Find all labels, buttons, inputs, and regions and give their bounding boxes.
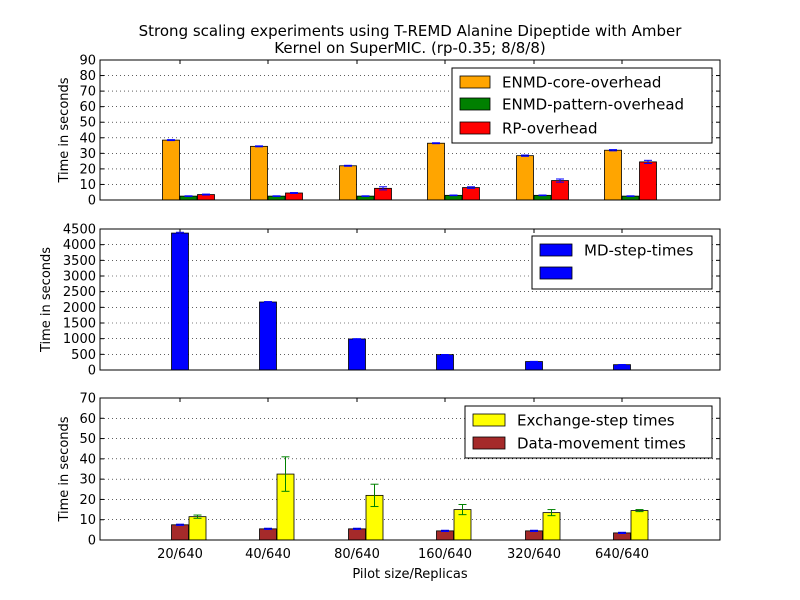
x-tick-label: 20/640 [157, 547, 203, 562]
y-tick-label: 70 [79, 85, 96, 100]
y-tick-label: 4000 [63, 238, 96, 253]
y-axis-label: Time in seconds [57, 416, 72, 522]
y-tick-label: 0 [88, 194, 96, 209]
bar-md-step-times-320-640 [525, 361, 543, 371]
legend-box [451, 67, 713, 144]
y-axis-label: Time in seconds [57, 77, 72, 183]
y-tick-label: 4500 [63, 223, 96, 238]
bar-md-step-times-20-640 [171, 232, 189, 371]
bar-enmd-core-overhead-40-640 [250, 145, 268, 201]
bar-enmd-core-overhead-160-640 [427, 142, 445, 201]
bar-data-movement-times-20-640 [171, 524, 189, 541]
legend: Exchange-step times Data-movement times [464, 405, 713, 459]
bar-enmd-core-overhead-20-640 [162, 139, 180, 201]
bar-exchange-step-times-20-640 [188, 516, 207, 541]
bar-exchange-step-times-320-640 [542, 512, 561, 541]
axes-frame [99, 59, 721, 201]
y-tick-label: 1000 [63, 332, 96, 347]
y-tick-label: 60 [79, 412, 96, 427]
bar-data-movement-times-40-640 [259, 528, 277, 541]
axes-frame [99, 397, 721, 541]
y-tick-label: 50 [79, 116, 96, 131]
bar-data-movement-times-320-640 [525, 530, 543, 541]
y-tick-label: 50 [79, 432, 96, 447]
y-tick-label: 2500 [63, 285, 96, 300]
legend: ENMD-core-overhead ENMD-pattern-overhead R… [451, 67, 713, 144]
legend-label: ENMD-pattern-overhead [502, 96, 684, 114]
chart-title-line-1: Strong scaling experiments using T-REMD … [139, 22, 683, 40]
y-tick-label: 3500 [63, 254, 96, 269]
bar-md-step-times-40-640 [259, 301, 277, 371]
bar-enmd-core-overhead-320-640 [516, 155, 534, 201]
x-tick-label: 80/640 [334, 547, 380, 562]
bar-md-step-times-640-640 [613, 364, 631, 371]
legend-swatch [472, 413, 506, 427]
legend-swatch [539, 266, 573, 280]
x-tick-label: 40/640 [245, 547, 291, 562]
legend-swatch [459, 75, 491, 89]
y-tick-label: 70 [79, 392, 96, 407]
y-tick-label: 30 [79, 473, 96, 488]
legend-label: Data-movement times [517, 435, 686, 453]
y-tick-label: 10 [79, 513, 96, 528]
y-tick-label: 40 [79, 452, 96, 467]
panel-exchange-data-times: 0 10 20 30 40 50 60 70 Time in seconds Exchange-s… [57, 392, 721, 549]
bar-rp-overhead-160-640 [462, 187, 480, 201]
legend-swatch [472, 436, 506, 450]
bar-exchange-step-times-640-640 [630, 510, 649, 541]
axes-frame [99, 228, 721, 371]
chart-title-line-2: Kernel on SuperMIC. (rp-0.35; 8/8/8) [274, 39, 545, 57]
legend-box [464, 405, 713, 459]
x-tick-labels: 20/640 40/640 80/640 160/640 320/640 640/640 [157, 547, 649, 562]
bar-md-step-times-80-640 [348, 338, 366, 371]
bar-enmd-core-overhead-640-640 [604, 149, 622, 201]
bar-md-step-times-160-640 [436, 354, 454, 371]
bar-enmd-core-overhead-80-640 [339, 165, 357, 201]
y-tick-label: 10 [79, 178, 96, 193]
y-tick-label: 0 [88, 534, 96, 549]
y-tick-label: 30 [79, 147, 96, 162]
y-tick-label: 1500 [63, 317, 96, 332]
y-tick-label: 500 [71, 348, 96, 363]
y-tick-label: 90 [79, 54, 96, 69]
legend-swatch [459, 97, 491, 111]
legend-label: Exchange-step times [517, 412, 675, 430]
legend-swatch [539, 243, 573, 257]
x-tick-label: 320/640 [507, 547, 561, 562]
bar-data-movement-times-160-640 [436, 530, 454, 541]
y-tick-label: 60 [79, 100, 96, 115]
legend: MD-step-times [531, 235, 713, 290]
bar-rp-overhead-640-640 [639, 161, 657, 201]
bar-rp-overhead-320-640 [551, 180, 569, 201]
y-tick-label: 40 [79, 131, 96, 146]
legend-label: ENMD-core-overhead [502, 74, 661, 92]
y-axis-label: Time in seconds [39, 247, 54, 353]
legend-label: RP-overhead [502, 120, 597, 138]
bar-rp-overhead-40-640 [285, 192, 303, 201]
legend-swatch [459, 121, 491, 135]
y-tick-label: 20 [79, 493, 96, 508]
y-tick-label: 20 [79, 162, 96, 177]
y-tick-label: 80 [79, 69, 96, 84]
x-tick-label: 640/640 [595, 547, 649, 562]
legend-label: MD-step-times [584, 242, 694, 260]
y-tick-label: 3000 [63, 270, 96, 285]
y-tick-label: 2000 [63, 301, 96, 316]
x-tick-label: 160/640 [418, 547, 472, 562]
y-tick-label: 0 [88, 364, 96, 379]
bar-data-movement-times-80-640 [348, 528, 366, 541]
x-axis-label: Pilot size/Replicas [352, 567, 468, 582]
